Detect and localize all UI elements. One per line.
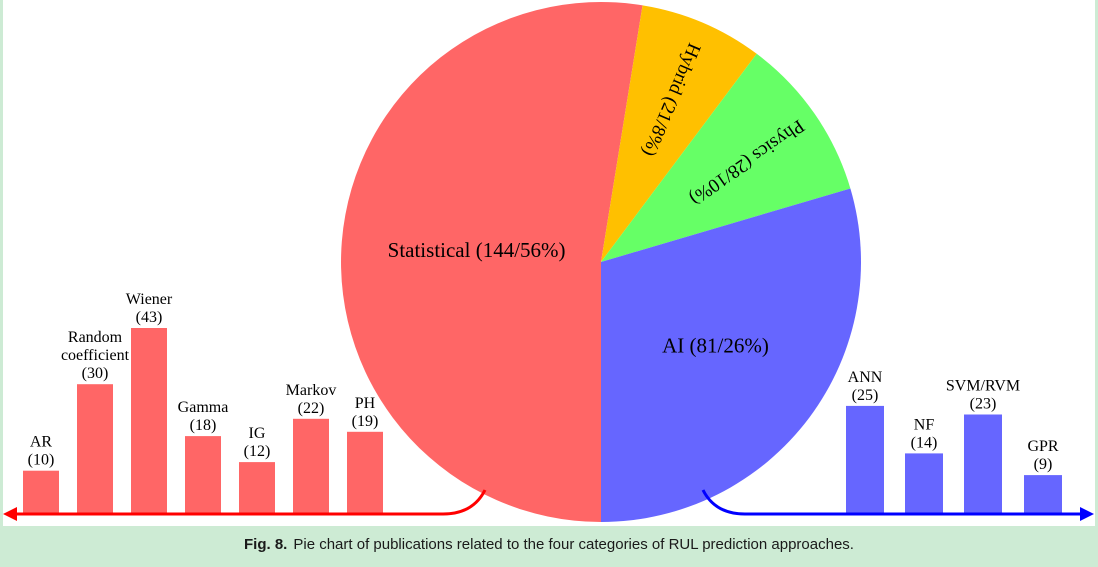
ai-value-label: (25) [852, 387, 879, 404]
ai-category-label: SVM/RVM [946, 378, 1020, 395]
statistical-value-label: (12) [244, 443, 271, 460]
bar-axes [3, 489, 1094, 521]
statistical-bar [293, 418, 329, 514]
statistical-category-label: Wiener [126, 291, 173, 308]
statistical-bar [23, 470, 59, 514]
statistical-bar [239, 462, 275, 514]
pie-slice-ai [601, 188, 861, 523]
ai-bar [1024, 475, 1062, 514]
statistical-category-label: Markov [286, 382, 337, 399]
statistical-value-label: (19) [352, 413, 379, 430]
chart-svg: Statistical (144/56%)Hybrid (21/8%)Physi… [3, 1, 1094, 523]
statistical-category-label: Gamma [178, 399, 229, 416]
statistical-bar [347, 431, 383, 514]
statistical-category-label: PH [355, 395, 376, 412]
ai-bar [905, 453, 943, 514]
ai-category-label: ANN [848, 369, 883, 386]
statistical-bar [185, 436, 221, 514]
ai-value-label: (14) [911, 434, 938, 451]
statistical-value-label: (10) [28, 452, 55, 469]
ai-category-label: NF [914, 416, 935, 433]
statistical-category-label: IG [249, 425, 266, 442]
pie-slice-hybrid [601, 5, 757, 263]
caption-label: Fig. 8. [244, 536, 288, 553]
statistical-value-label: (18) [190, 417, 217, 434]
left-axis-line [11, 489, 487, 516]
statistical-value-label: (22) [298, 400, 325, 417]
statistical-bar [131, 328, 167, 514]
ai-category-label: GPR [1027, 438, 1058, 455]
pie-slice-physics [601, 53, 851, 262]
pie-chart: Statistical (144/56%)Hybrid (21/8%)Physi… [341, 1, 861, 523]
ai-value-label: (9) [1034, 456, 1053, 473]
statistical-value-label: (43) [136, 309, 163, 326]
chart-canvas: Statistical (144/56%) Hybrid (21/8%) Physi… [3, 0, 1095, 526]
ai-bar [846, 405, 884, 514]
pie-label-statistical: Statistical (144/56%) [388, 238, 566, 262]
left-axis-arrow [3, 507, 17, 521]
ai-bar [964, 414, 1002, 514]
ai-value-label: (23) [970, 396, 997, 413]
ai-bar-chart: (25)ANN (14)NF (23)SVM/RVM (9)GPR [846, 369, 1062, 514]
figure-caption: Fig. 8. Pie chart of publications related… [0, 536, 1098, 553]
pie-slice-statistical [341, 1, 643, 522]
right-axis-line [701, 489, 1083, 516]
statistical-category-label: Random [68, 329, 123, 346]
statistical-category-label: coefficient [61, 347, 130, 364]
statistical-category-label: AR [30, 434, 53, 451]
pie-label-ai: AI (81/26%) [662, 333, 769, 357]
statistical-value-label: (30) [82, 365, 109, 382]
right-axis-arrow [1080, 507, 1094, 521]
statistical-bar [77, 384, 113, 514]
caption-text: Pie chart of publications related to the… [293, 536, 854, 553]
